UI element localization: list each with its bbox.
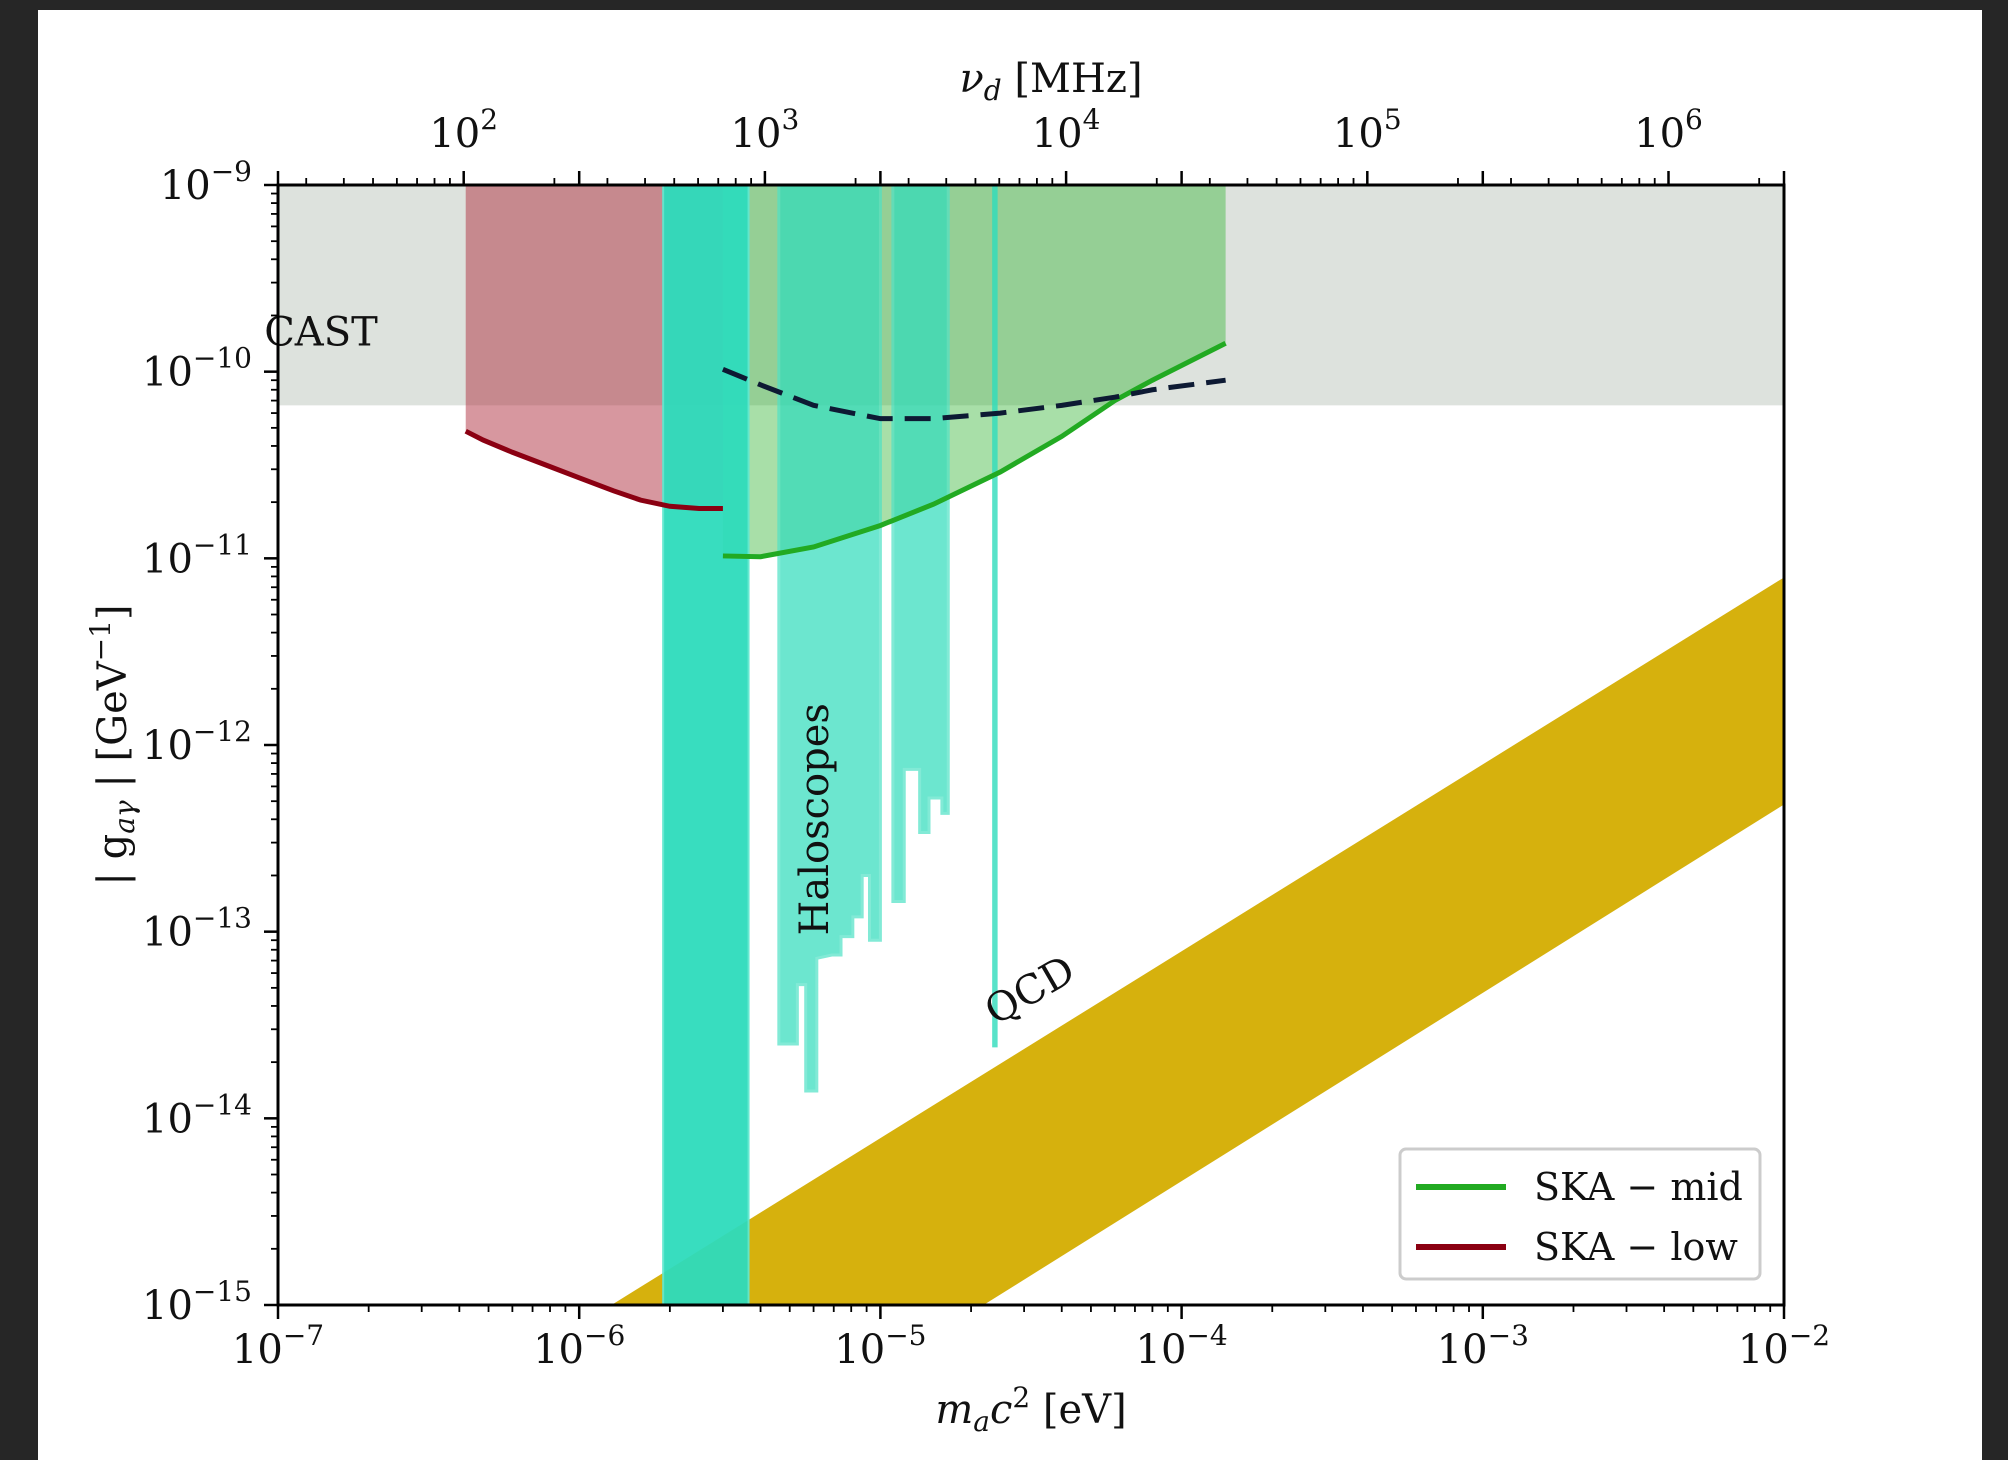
- top-label-nu: ν: [959, 56, 983, 102]
- y-label-pre: | g: [90, 834, 136, 886]
- series-line-ska-mid: [722, 341, 1227, 560]
- shaded-regions: [278, 185, 1784, 1305]
- x-tick-label-3: 10−4: [1136, 1319, 1228, 1373]
- x-tick-label-1: 10−6: [533, 1319, 625, 1373]
- y-label-mid: | [GeV: [90, 660, 136, 800]
- halo-mid-region: [777, 185, 882, 1093]
- top-tick-label-2-base: 10: [1032, 111, 1083, 157]
- x-tick-label-5: 10−2: [1738, 1319, 1830, 1373]
- tick-labels: 10−7 10−6 10−5 10−4 10−3 10−210−910−1010−1110…: [142, 103, 1830, 1373]
- x-label-m: m: [935, 1387, 973, 1433]
- y-tick-label-6: 10−15: [142, 1275, 252, 1329]
- x-tick-label-4-exp: −3: [1488, 1319, 1529, 1352]
- y-tick-label-3: 10−12: [142, 715, 252, 769]
- y-tick-label-3-exp: −12: [193, 715, 252, 748]
- y-tick-label-1: 10−10: [142, 342, 252, 396]
- x-tick-label-3-exp: −4: [1186, 1319, 1227, 1352]
- ska-low-band-region: [465, 185, 723, 509]
- x-label-c: c: [990, 1387, 1012, 1433]
- top-tick-label-2-exp: 4: [1083, 103, 1101, 136]
- y-tick-label-6-base: 10: [142, 1283, 193, 1329]
- y-tick-label-1-exp: −10: [193, 342, 252, 375]
- top-axis-label: νd [MHz]: [959, 56, 1142, 107]
- x-tick-label-2: 10−5: [834, 1319, 926, 1373]
- x-tick-label-3-base: 10: [1136, 1327, 1187, 1373]
- top-label-sub: d: [984, 74, 1002, 107]
- top-tick-label-4-base: 10: [1634, 111, 1685, 157]
- y-tick-label-2-base: 10: [142, 536, 193, 582]
- top-tick-label-3-base: 10: [1333, 111, 1384, 157]
- haloscope-narrow-region: [992, 185, 998, 1048]
- y-tick-label-0-base: 10: [160, 163, 211, 209]
- x-tick-label-0: 10−7: [232, 1319, 324, 1373]
- top-tick-label-1: 103: [731, 103, 800, 157]
- qcd-region: [611, 577, 1784, 1305]
- x-label-sup: 2: [1012, 1381, 1030, 1414]
- top-label-unit: [MHz]: [1002, 56, 1143, 102]
- x-tick-label-2-exp: −5: [885, 1319, 926, 1352]
- top-tick-label-1-base: 10: [731, 111, 782, 157]
- y-axis-label: | gaγ | [GeV−1]: [84, 604, 141, 885]
- haloscope-main-region: [662, 185, 750, 1305]
- top-tick-label-0-base: 10: [429, 111, 480, 157]
- tick-marks: [264, 171, 1786, 1319]
- x-label-sub: a: [973, 1405, 990, 1438]
- x-tick-label-4-base: 10: [1437, 1327, 1488, 1373]
- series-lines: [464, 341, 1227, 560]
- y-tick-label-6-exp: −15: [193, 1275, 252, 1308]
- y-tick-label-4-exp: −13: [193, 902, 252, 935]
- y-tick-label-0: 10−9: [160, 155, 252, 209]
- x-tick-label-4: 10−3: [1437, 1319, 1529, 1373]
- y-tick-label-5-exp: −14: [193, 1088, 252, 1121]
- y-label-sup: −1: [84, 620, 117, 661]
- plot-frame: CAST Haloscopes QCD 10−7 10−6 10−5 10−4 10−3…: [38, 10, 1982, 1460]
- y-label-post: ]: [90, 604, 136, 620]
- x-tick-label-0-exp: −7: [283, 1319, 324, 1352]
- series-line-dashed: [721, 366, 1226, 422]
- x-label-unit: [eV]: [1030, 1387, 1126, 1433]
- top-tick-label-3-exp: 5: [1384, 103, 1402, 136]
- y-tick-label-2: 10−11: [142, 528, 252, 582]
- y-tick-label-3-base: 10: [142, 723, 193, 769]
- axion-coupling-chart: CAST Haloscopes QCD 10−7 10−6 10−5 10−4 10−3…: [84, 56, 1830, 1438]
- x-tick-label-5-base: 10: [1738, 1327, 1789, 1373]
- x-tick-label-2-base: 10: [834, 1327, 885, 1373]
- x-tick-label-0-base: 10: [232, 1327, 283, 1373]
- x-tick-label-1-exp: −6: [584, 1319, 625, 1352]
- top-tick-label-0-exp: 2: [480, 103, 498, 136]
- top-tick-label-4: 106: [1634, 103, 1703, 157]
- y-label-sub: aγ: [108, 800, 141, 834]
- y-tick-label-0-exp: −9: [211, 155, 252, 188]
- top-tick-label-1-exp: 3: [781, 103, 799, 136]
- y-tick-label-1-base: 10: [142, 350, 193, 396]
- top-tick-label-0: 102: [429, 103, 498, 157]
- series-line-ska-low: [464, 428, 723, 511]
- x-axis-label: mac2 [eV]: [935, 1381, 1126, 1438]
- x-tick-label-1-base: 10: [533, 1327, 584, 1373]
- x-tick-label-5-exp: −2: [1789, 1319, 1830, 1352]
- y-tick-label-5-base: 10: [142, 1096, 193, 1142]
- y-tick-label-4: 10−13: [142, 902, 252, 956]
- y-tick-label-4-base: 10: [142, 910, 193, 956]
- y-tick-label-2-exp: −11: [193, 528, 252, 561]
- y-tick-label-5: 10−14: [142, 1088, 252, 1142]
- annotation-cast: CAST: [264, 310, 378, 356]
- top-tick-label-2: 104: [1032, 103, 1101, 157]
- legend-label-ska-low: SKA − low: [1534, 1225, 1738, 1269]
- legend-label-ska-mid: SKA − mid: [1534, 1165, 1743, 1209]
- annotation-haloscopes: Haloscopes: [792, 703, 838, 935]
- top-tick-label-4-exp: 6: [1685, 103, 1703, 136]
- top-tick-label-3: 105: [1333, 103, 1402, 157]
- halo-right-region: [891, 185, 950, 904]
- legend: SKA − mid SKA − low: [1398, 1147, 1762, 1281]
